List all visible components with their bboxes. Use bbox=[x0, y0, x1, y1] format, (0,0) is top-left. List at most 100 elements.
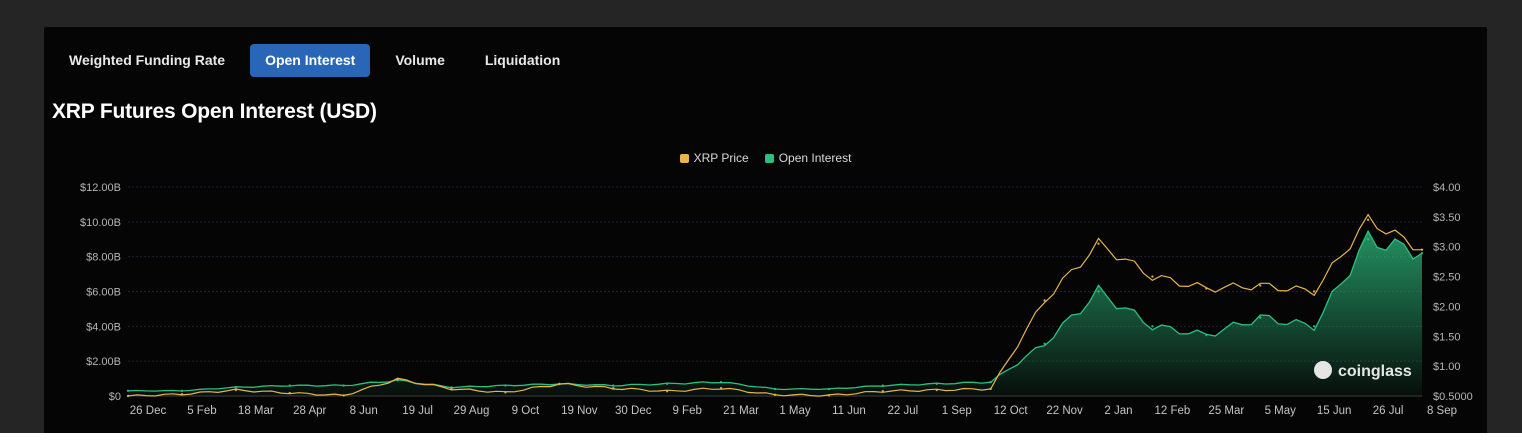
y-right-tick-label: $3.00 bbox=[1433, 242, 1461, 254]
xrp-price-point bbox=[1097, 242, 1100, 245]
x-tick-label: 22 Jul bbox=[887, 405, 918, 417]
open-interest-point bbox=[504, 384, 507, 387]
y-right-tick-label: $2.00 bbox=[1433, 301, 1461, 313]
open-interest-point bbox=[1205, 333, 1208, 337]
coinglass-logo-icon bbox=[1314, 361, 1332, 379]
x-tick-label: 22 Nov bbox=[1046, 405, 1083, 417]
xrp-price-point bbox=[935, 388, 938, 392]
x-tick-label: 12 Oct bbox=[994, 405, 1029, 417]
tab-bar: Weighted Funding Rate Open Interest Volu… bbox=[54, 44, 575, 77]
open-interest-point bbox=[1151, 325, 1154, 328]
y-left-tick-label: $6.00B bbox=[86, 287, 121, 299]
y-right-tick-label: $2.50 bbox=[1433, 272, 1461, 284]
tab-weighted-funding-rate[interactable]: Weighted Funding Rate bbox=[69, 52, 226, 68]
open-interest-point bbox=[827, 387, 831, 391]
legend-label-open-interest: Open Interest bbox=[778, 151, 852, 165]
xrp-price-point bbox=[1259, 284, 1262, 287]
tab-liquidation[interactable]: Liquidation bbox=[484, 52, 561, 68]
open-interest-point bbox=[989, 380, 992, 384]
x-tick-label: 11 Jun bbox=[832, 405, 866, 417]
xrp-price-point bbox=[1366, 218, 1370, 222]
open-interest-point bbox=[288, 384, 291, 387]
y-right-tick-label: $1.50 bbox=[1433, 331, 1461, 343]
xrp-price-point bbox=[1420, 248, 1424, 251]
chart-title: XRP Futures Open Interest (USD) bbox=[52, 100, 377, 123]
y-left-tick-label: $0 bbox=[109, 391, 121, 403]
x-tick-label: 19 Nov bbox=[561, 405, 598, 417]
xrp-price-point bbox=[612, 387, 615, 390]
x-tick-label: 12 Feb bbox=[1155, 405, 1191, 417]
x-tick-label: 21 Mar bbox=[723, 405, 759, 417]
xrp-price-point bbox=[342, 394, 345, 397]
open-interest-point bbox=[612, 384, 615, 387]
x-tick-label: 26 Jul bbox=[1373, 405, 1404, 417]
xrp-price-point bbox=[881, 390, 885, 393]
open-interest-point bbox=[881, 384, 885, 387]
open-interest-point bbox=[342, 384, 345, 387]
xrp-price-point bbox=[1151, 275, 1154, 278]
legend-item-open-interest[interactable]: Open Interest bbox=[764, 151, 852, 165]
xrp-price-point bbox=[126, 394, 130, 398]
x-tick-label: 8 Jun bbox=[350, 405, 378, 417]
open-interest-point bbox=[665, 382, 669, 386]
x-tick-label: 1 May bbox=[779, 405, 811, 417]
open-interest-point bbox=[1097, 290, 1100, 293]
chart-panel: Weighted Funding Rate Open Interest Volu… bbox=[44, 27, 1487, 444]
watermark: coinglass bbox=[1314, 361, 1412, 380]
xrp-price-point bbox=[288, 391, 291, 395]
x-tick-label: 9 Oct bbox=[512, 405, 540, 417]
open-interest-point bbox=[126, 389, 130, 392]
x-tick-label: 26 Dec bbox=[130, 405, 167, 417]
x-tick-label: 25 Mar bbox=[1208, 405, 1244, 417]
legend-swatch-open-interest bbox=[764, 153, 774, 163]
open-interest-point bbox=[180, 389, 184, 392]
xrp-price-point bbox=[1312, 290, 1316, 293]
open-interest-point bbox=[1259, 316, 1262, 319]
x-tick-label: 9 Feb bbox=[672, 405, 701, 417]
x-tick-label: 15 Jun bbox=[1317, 405, 1352, 417]
y-left-tick-label: $4.00B bbox=[86, 321, 121, 333]
x-tick-label: 1 Sep bbox=[942, 405, 972, 417]
y-left-tick-label: $12.00B bbox=[80, 182, 121, 194]
xrp-price-point bbox=[773, 393, 777, 397]
xrp-price-point bbox=[989, 387, 992, 391]
x-tick-label: 28 Apr bbox=[293, 405, 326, 417]
xrp-price-point bbox=[1205, 287, 1208, 290]
x-tick-label: 30 Dec bbox=[615, 405, 652, 417]
xrp-price-point bbox=[504, 391, 507, 394]
tab-volume[interactable]: Volume bbox=[395, 52, 445, 68]
legend-label-price: XRP Price bbox=[693, 151, 749, 165]
tab-open-interest[interactable]: Open Interest bbox=[250, 44, 371, 77]
xrp-price-point bbox=[450, 387, 453, 391]
xrp-price-point bbox=[719, 387, 723, 390]
open-interest-point bbox=[234, 386, 238, 389]
xrp-price-point bbox=[558, 382, 561, 386]
open-interest-point bbox=[719, 380, 723, 384]
open-interest-point bbox=[1366, 238, 1370, 241]
xrp-price-point bbox=[1043, 299, 1046, 302]
y-left-tick-label: $2.00B bbox=[86, 356, 121, 368]
open-interest-area bbox=[128, 231, 1422, 396]
legend-swatch-price bbox=[679, 153, 689, 163]
x-tick-label: 18 Mar bbox=[238, 405, 274, 417]
chart-legend: XRP Price Open Interest bbox=[44, 151, 1487, 165]
open-interest-point bbox=[1043, 342, 1046, 345]
open-interest-point bbox=[1420, 251, 1424, 255]
y-left-tick-label: $10.00B bbox=[80, 217, 121, 229]
xrp-price-point bbox=[665, 390, 669, 393]
open-interest-point bbox=[773, 387, 777, 391]
xrp-price-point bbox=[827, 394, 831, 397]
watermark-text: coinglass bbox=[1338, 363, 1412, 380]
x-tick-label: 5 Feb bbox=[187, 405, 216, 417]
xrp-price-point bbox=[396, 378, 399, 381]
xrp-price-point bbox=[234, 388, 238, 392]
legend-item-price[interactable]: XRP Price bbox=[679, 151, 749, 165]
x-tick-label: 19 Jul bbox=[402, 405, 433, 417]
x-tick-label: 8 Sep bbox=[1427, 405, 1457, 417]
x-tick-label: 29 Aug bbox=[454, 405, 490, 417]
x-tick-label: 2 Jan bbox=[1104, 405, 1132, 417]
x-tick-label: 5 May bbox=[1265, 405, 1297, 417]
open-interest-point bbox=[1312, 325, 1316, 328]
page-bottom-strip bbox=[0, 433, 1522, 444]
